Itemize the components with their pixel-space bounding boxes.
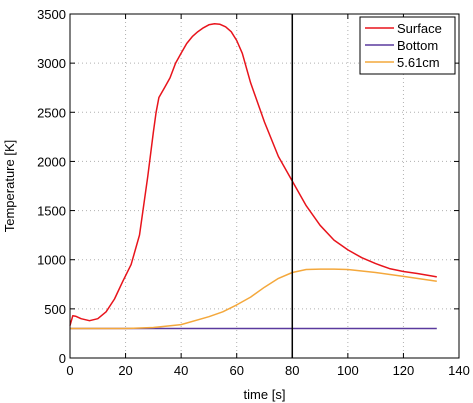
legend-label: Surface <box>397 21 442 36</box>
x-tick-label: 80 <box>285 363 299 378</box>
plot-frame <box>69 13 460 359</box>
x-tick-label: 20 <box>118 363 132 378</box>
x-tick-label: 140 <box>448 363 470 378</box>
y-tick-label: 2500 <box>37 105 66 120</box>
y-tick-label: 3500 <box>37 7 66 22</box>
tick-layer: 0 20 40 60 80 100 120 140 0 500 1000 1500 2000 2500 30… <box>37 7 470 378</box>
x-axis-label: time [s] <box>244 387 286 402</box>
series-line-5-61cm <box>70 268 437 330</box>
y-axis-label: Temperature [K] <box>2 140 17 233</box>
y-tick-label: 2000 <box>37 154 66 169</box>
y-tick-label: 1500 <box>37 204 66 219</box>
series-layer <box>69 23 437 330</box>
x-tick-label: 60 <box>229 363 243 378</box>
x-tick-label: 100 <box>337 363 359 378</box>
x-tick-label: 0 <box>66 363 73 378</box>
y-tick-label: 1000 <box>37 253 66 268</box>
x-tick-label: 40 <box>174 363 188 378</box>
y-tick-label: 500 <box>44 302 66 317</box>
legend-label: Bottom <box>397 38 438 53</box>
y-tick-label: 3000 <box>37 56 66 71</box>
y-tick-label: 0 <box>59 351 66 366</box>
legend-label: 5.61cm <box>397 55 440 70</box>
series-line-surface <box>69 23 437 326</box>
x-tick-label: 120 <box>393 363 415 378</box>
legend: Surface Bottom 5.61cm <box>359 16 456 75</box>
